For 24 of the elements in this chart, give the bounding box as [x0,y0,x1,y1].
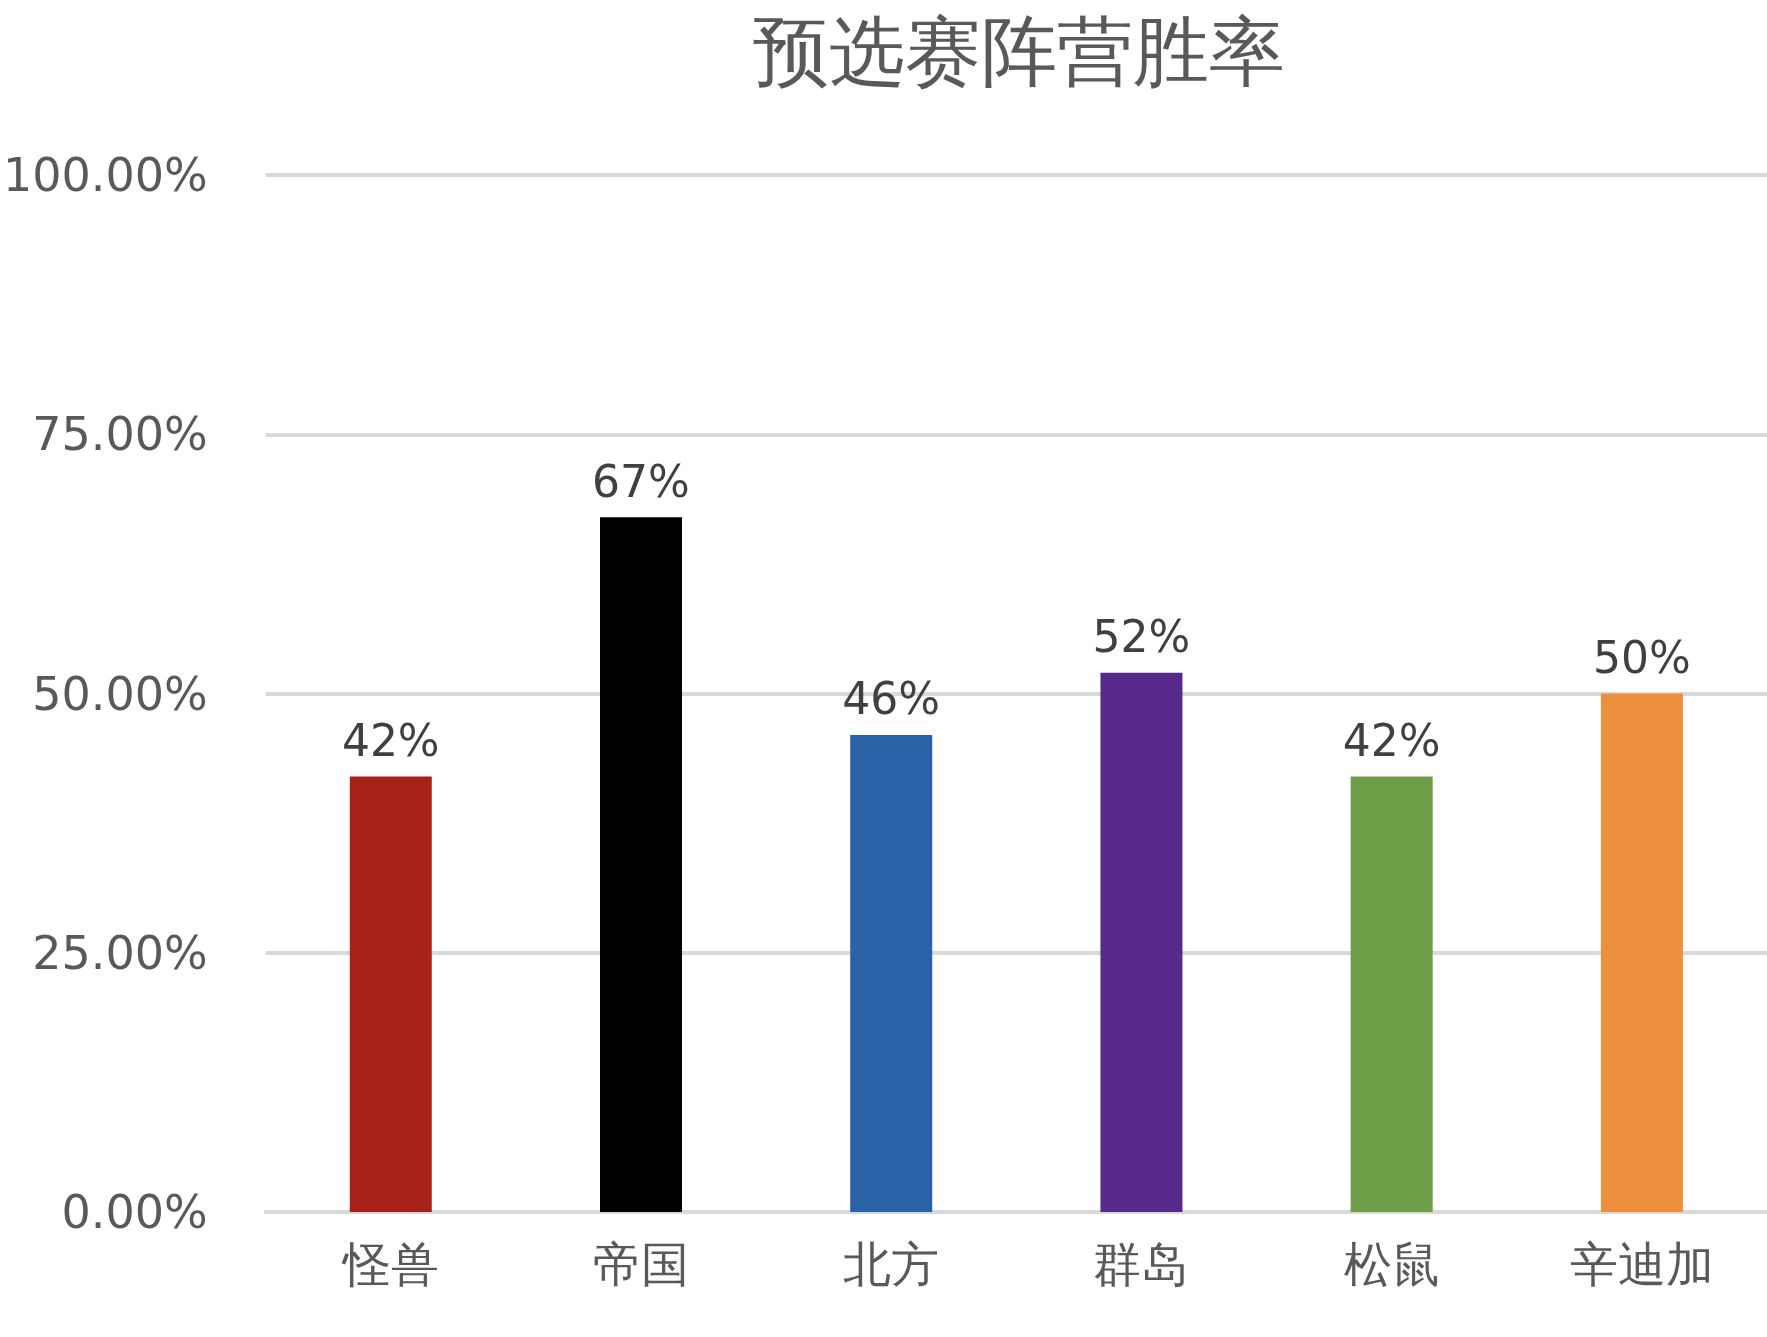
x-tick-label: 群岛 [1093,1236,1190,1292]
data-label: 42% [341,714,440,766]
data-label: 50% [1592,632,1691,683]
x-tick-label: 辛迪加 [1569,1236,1714,1292]
x-tick-label: 帝国 [593,1236,689,1292]
x-tick-label: 怪兽 [340,1236,439,1292]
data-label: 52% [1092,611,1191,663]
x-tick-label: 北方 [843,1236,940,1292]
data-label: 46% [842,673,941,725]
bar [1100,672,1183,1212]
y-tick-label: 100.00% [2,148,208,202]
data-label: 42% [1342,714,1441,766]
bar [349,776,432,1212]
y-tick-label: 0.00% [61,1185,208,1239]
bar [600,517,682,1212]
y-tick-label: 75.00% [32,407,208,462]
data-label: 67% [592,455,690,507]
y-tick-label: 25.00% [32,925,208,980]
y-tick-label: 50.00% [32,666,208,721]
x-tick-label: 松鼠 [1343,1236,1440,1292]
bar [1350,776,1433,1212]
bar [850,734,933,1212]
bar [1600,693,1683,1212]
chart-title: 预选赛阵营胜率 [753,6,1285,96]
